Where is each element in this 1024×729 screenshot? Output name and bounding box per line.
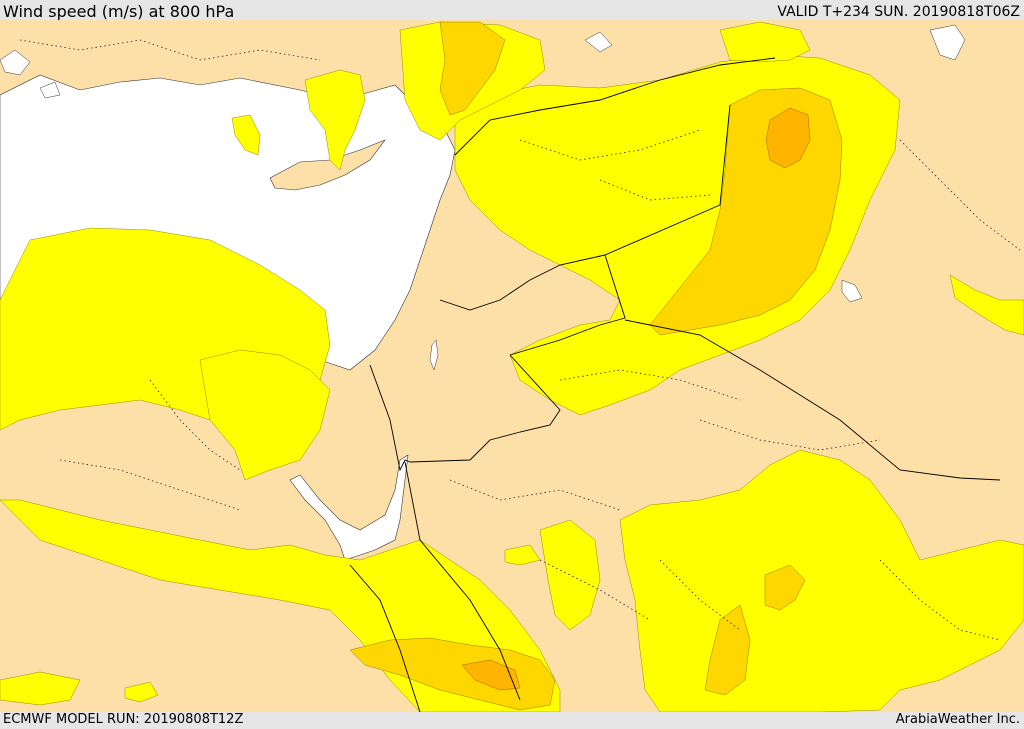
- lake-north: [929, 24, 966, 61]
- map-title: Wind speed (m/s) at 800 hPa: [3, 2, 235, 21]
- province-boundaries: [19, 39, 1021, 641]
- valid-time: VALID T+234 SUN. 20190818T06Z: [777, 4, 1020, 20]
- country-borders: [349, 57, 1001, 712]
- lake-east: [841, 279, 863, 303]
- wind-speed-map: [0, 20, 1024, 712]
- dead-sea: [429, 339, 439, 371]
- speed-level-2: [349, 21, 843, 711]
- aegean-islands: [0, 31, 613, 99]
- cyprus: [269, 139, 386, 191]
- speed-level-3: [461, 107, 811, 691]
- footer-bar: ECMWF MODEL RUN: 20190808T12Z ArabiaWeat…: [0, 712, 1024, 729]
- credit-text: ArabiaWeather Inc.: [895, 712, 1020, 727]
- header-bar: Wind speed (m/s) at 800 hPa VALID T+234 …: [0, 0, 1024, 21]
- model-run: ECMWF MODEL RUN: 20190808T12Z: [3, 712, 244, 727]
